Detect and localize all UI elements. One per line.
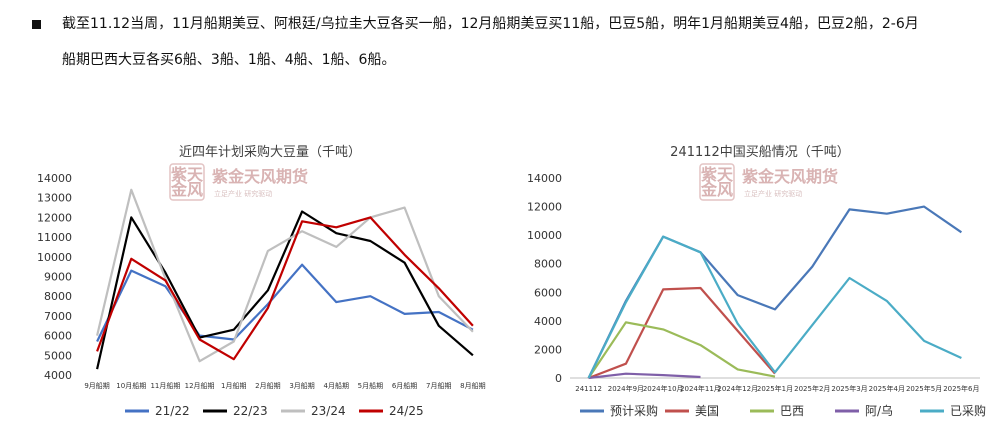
- chart-title: 近四年计划采购大豆量（千吨）: [179, 144, 361, 160]
- y-tick-label: 7000: [44, 310, 72, 323]
- legend-label: 美国: [695, 404, 719, 418]
- x-tick-label: 241112: [575, 385, 602, 393]
- watermark-seal-text-bottom: 金风: [700, 180, 733, 199]
- y-tick-label: 6000: [534, 286, 562, 299]
- watermark-main-text: 紫金天风期货: [742, 167, 838, 186]
- legend-label: 22/23: [233, 404, 268, 418]
- x-tick-label: 2024年12月: [717, 384, 758, 393]
- y-tick-label: 14000: [37, 172, 72, 185]
- chart-panel-historical: 近四年计划采购大豆量（千吨） 紫天 金风 紫金天风期货立足产业 研究驱动 4000 500…: [20, 128, 500, 428]
- series-line-23/24: [96, 188, 474, 363]
- series-line-24/25: [96, 216, 474, 361]
- y-tick-label: 13000: [37, 192, 72, 205]
- series-line-巴西: [587, 321, 776, 379]
- legend-label: 已采购: [950, 403, 986, 418]
- series-line-已采购: [587, 235, 962, 379]
- series-line-22/23: [96, 210, 474, 370]
- chart-title: 241112中国买船情况（千吨）: [670, 145, 850, 160]
- summary-text: 截至11.12当周，11月船期美豆、阿根廷/乌拉圭大豆各买一船，12月船期美豆买…: [30, 6, 980, 78]
- watermark-seal-text-bottom: 金风: [170, 180, 203, 199]
- series-line-美国: [588, 286, 776, 380]
- x-tick-label: 2025年4月: [869, 384, 905, 393]
- x-tick-label: 2024年10月: [643, 384, 684, 393]
- x-tick-label: 3月船期: [289, 381, 314, 390]
- y-tick-label: 4000: [44, 369, 72, 382]
- x-tick-label: 2025年3月: [831, 384, 867, 393]
- series-line-阿/乌: [588, 372, 701, 380]
- x-tick-label: 4月船期: [324, 381, 349, 390]
- x-tick-label: 2024年11月: [680, 384, 721, 393]
- x-tick-label: 11月船期: [150, 381, 180, 390]
- watermark-seal: [169, 163, 205, 201]
- summary-line-1: 截至11.12当周，11月船期美豆、阿根廷/乌拉圭大豆各买一船，12月船期美豆买…: [30, 6, 980, 42]
- x-tick-label: 7月船期: [426, 381, 451, 390]
- x-tick-label: 2024年9月: [608, 384, 644, 393]
- y-tick-label: 2000: [534, 343, 562, 356]
- legend-label: 21/22: [155, 404, 190, 418]
- x-tick-label: 1月船期: [221, 381, 246, 390]
- x-tick-label: 12月船期: [185, 381, 215, 390]
- watermark-seal-text-top: 紫天: [171, 165, 204, 184]
- y-tick-label: 6000: [44, 330, 72, 343]
- chart-panel-2024-purchases: 241112中国买船情况（千吨） 紫天 金风 紫金天风期货立足产业 研究驱动 0 2000…: [515, 128, 995, 428]
- x-tick-label: 10月船期: [116, 381, 146, 390]
- y-tick-label: 4000: [534, 315, 562, 328]
- watermark-seal: [699, 163, 735, 201]
- y-tick-label: 8000: [534, 258, 562, 271]
- y-tick-label: 14000: [527, 172, 562, 185]
- x-tick-label: 6月船期: [392, 381, 417, 390]
- series-line-21/22: [96, 263, 474, 342]
- y-tick-label: 9000: [44, 271, 72, 284]
- bullet-square-icon: [32, 20, 41, 29]
- y-tick-label: 12000: [37, 211, 72, 224]
- x-tick-label: 8月船期: [460, 381, 485, 390]
- legend-label: 预计采购: [610, 403, 658, 418]
- x-tick-label: 2月船期: [255, 381, 280, 390]
- legend-label: 巴西: [780, 404, 804, 418]
- watermark-main-text: 紫金天风期货: [212, 167, 308, 186]
- watermark-sub-text: 立足产业 研究驱动: [214, 189, 272, 198]
- y-tick-label: 0: [555, 372, 562, 385]
- x-tick-label: 5月船期: [358, 381, 383, 390]
- y-tick-label: 10000: [37, 251, 72, 264]
- x-tick-label: 2025年6月: [943, 384, 979, 393]
- y-tick-label: 8000: [44, 290, 72, 303]
- y-tick-label: 10000: [527, 229, 562, 242]
- x-tick-label: 2025年1月: [757, 384, 793, 393]
- summary-text-line2: 船期巴西大豆各买6船、3船、1船、4船、1船、6船。: [62, 52, 396, 68]
- legend-label: 23/24: [311, 404, 346, 418]
- summary-text-line1: 截至11.12当周，11月船期美豆、阿根廷/乌拉圭大豆各买一船，12月船期美豆买…: [62, 16, 919, 32]
- legend-label: 阿/乌: [865, 403, 893, 418]
- x-tick-label: 2025年2月: [794, 384, 830, 393]
- y-tick-label: 5000: [44, 349, 72, 362]
- y-tick-label: 12000: [527, 201, 562, 214]
- series-line-预计采购: [587, 205, 963, 379]
- watermark-sub-text: 立足产业 研究驱动: [744, 189, 802, 198]
- x-tick-label: 2025年5月: [906, 384, 942, 393]
- watermark-seal-text-top: 紫天: [701, 165, 734, 184]
- summary-line-2: 船期巴西大豆各买6船、3船、1船、4船、1船、6船。: [30, 42, 980, 78]
- x-tick-label: 9月船期: [84, 381, 109, 390]
- y-tick-label: 11000: [37, 231, 72, 244]
- legend-label: 24/25: [389, 404, 424, 418]
